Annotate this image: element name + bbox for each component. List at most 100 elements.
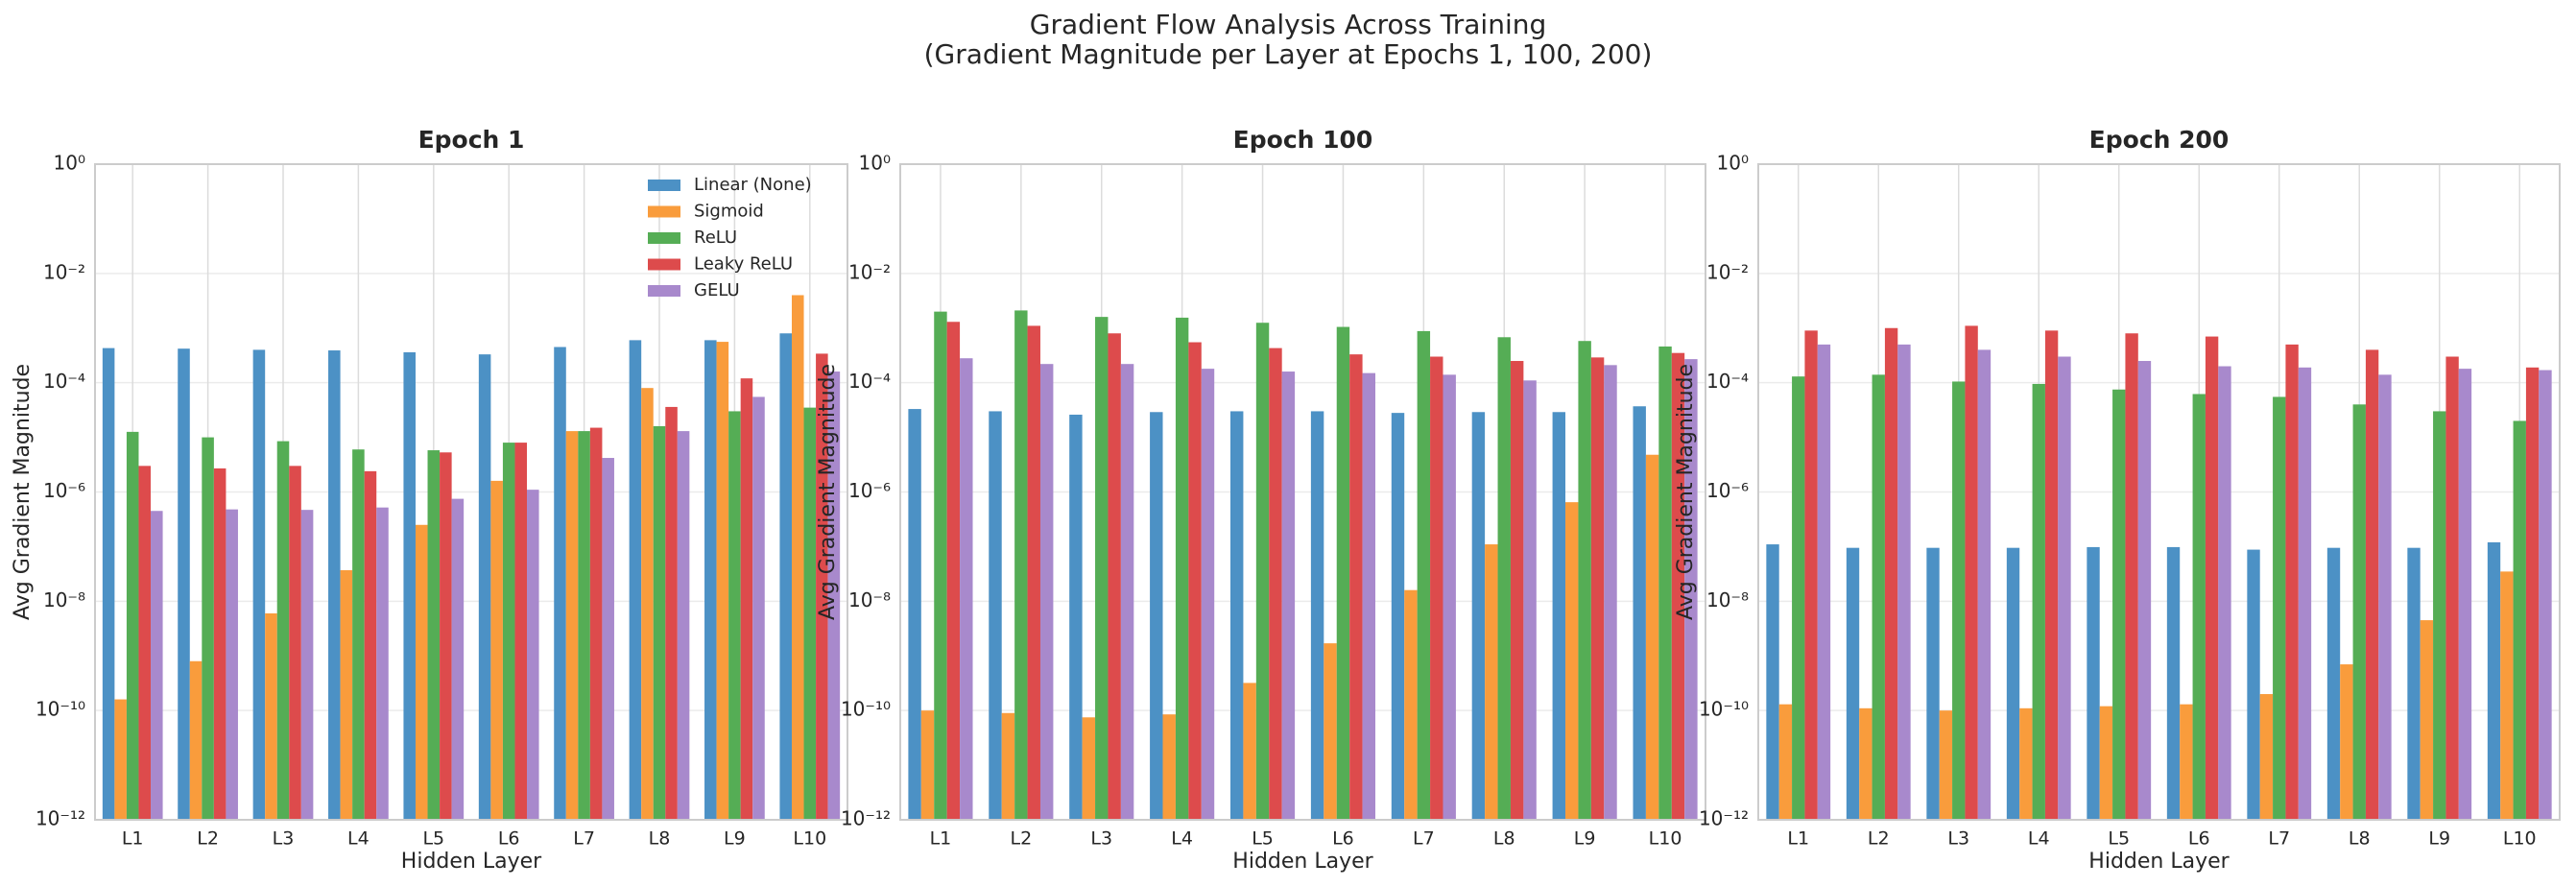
bar bbox=[289, 466, 301, 820]
x-tick-label: L9 bbox=[1574, 828, 1596, 850]
bar bbox=[752, 396, 765, 820]
y-tick-label: 10⁻⁶ bbox=[1706, 479, 1749, 502]
bar bbox=[352, 449, 365, 820]
x-tick-label: L6 bbox=[2188, 828, 2210, 850]
bar bbox=[1952, 381, 1966, 820]
x-tick-label: L9 bbox=[2428, 828, 2450, 850]
x-tick-label: L2 bbox=[1011, 828, 1033, 850]
bar bbox=[1590, 357, 1605, 820]
bar bbox=[2032, 383, 2045, 820]
legend-label: ReLU bbox=[694, 228, 737, 248]
x-tick-label: L4 bbox=[2028, 828, 2050, 850]
bar bbox=[478, 354, 491, 820]
bar bbox=[1069, 414, 1083, 820]
bar bbox=[602, 458, 614, 820]
bar bbox=[1578, 341, 1591, 820]
bar bbox=[202, 437, 214, 820]
bar bbox=[803, 407, 817, 820]
bar bbox=[1766, 544, 1779, 820]
x-tick-label: L3 bbox=[1947, 828, 1969, 850]
bar bbox=[2125, 333, 2138, 820]
bar bbox=[427, 450, 441, 820]
figure-subtitle: (Gradient Magnitude per Layer at Epochs … bbox=[924, 38, 1653, 70]
y-tick-label: 10⁻¹² bbox=[841, 807, 891, 830]
bar bbox=[2378, 374, 2392, 820]
bar bbox=[328, 350, 341, 820]
axes-frame bbox=[899, 163, 1706, 821]
legend: Linear (None) Sigmoid ReLU Leaky ReLU GELU bbox=[648, 175, 812, 300]
x-axis-label: Hidden Layer bbox=[401, 850, 542, 874]
bar bbox=[989, 411, 1002, 820]
bar bbox=[1884, 327, 1898, 820]
legend-label: GELU bbox=[694, 280, 740, 300]
bar bbox=[364, 470, 377, 820]
bar bbox=[1201, 369, 1215, 820]
bar bbox=[490, 480, 503, 820]
y-tick-label: 10⁻¹⁰ bbox=[841, 698, 891, 721]
bar bbox=[1671, 352, 1685, 820]
y-tick-label: 10⁻⁸ bbox=[848, 588, 891, 611]
subplot-title: Epoch 1 bbox=[418, 126, 525, 154]
bar bbox=[2407, 547, 2421, 820]
bar bbox=[1926, 547, 1940, 820]
bar bbox=[300, 510, 314, 820]
x-tick-label: L6 bbox=[1332, 828, 1354, 850]
bar bbox=[1792, 376, 1805, 820]
x-tick-label: L7 bbox=[573, 828, 595, 850]
bar bbox=[2340, 664, 2353, 820]
bar bbox=[1604, 365, 1617, 820]
bar bbox=[1684, 359, 1698, 820]
bar bbox=[178, 348, 190, 820]
bar bbox=[1027, 325, 1040, 821]
x-tick-label: L10 bbox=[2503, 828, 2537, 850]
bar bbox=[502, 443, 515, 820]
bar bbox=[2273, 396, 2286, 820]
y-tick-label: 10⁻⁴ bbox=[1706, 370, 1749, 393]
bar bbox=[1095, 317, 1109, 820]
bar bbox=[2087, 546, 2100, 820]
bar bbox=[2525, 367, 2540, 820]
y-tick-label: 10⁻⁴ bbox=[848, 370, 891, 393]
bar bbox=[403, 352, 416, 820]
bar bbox=[827, 372, 841, 820]
x-tick-label: L1 bbox=[1787, 828, 1809, 850]
x-tick-label: L2 bbox=[1868, 828, 1890, 850]
bar bbox=[1001, 712, 1015, 820]
bar bbox=[1430, 356, 1443, 820]
bar bbox=[2247, 549, 2260, 820]
bar bbox=[2044, 330, 2059, 820]
bar bbox=[1497, 337, 1511, 820]
bar bbox=[2500, 571, 2514, 820]
bar bbox=[1817, 344, 1831, 820]
x-tick-label: L10 bbox=[1649, 828, 1682, 850]
bar bbox=[1162, 714, 1176, 820]
y-tick-label: 10⁻⁴ bbox=[43, 370, 85, 393]
bar bbox=[1014, 310, 1028, 820]
y-axis-label: Avg Gradient Magnitude bbox=[816, 364, 840, 620]
bar bbox=[2112, 389, 2126, 820]
bar bbox=[138, 466, 152, 820]
x-tick-label: L3 bbox=[273, 828, 295, 850]
bar bbox=[2433, 411, 2446, 820]
x-tick-label: L4 bbox=[347, 828, 370, 850]
bar bbox=[2192, 394, 2206, 820]
bar bbox=[1349, 354, 1363, 820]
bar bbox=[2458, 369, 2472, 820]
bar bbox=[740, 378, 753, 820]
bar bbox=[1633, 406, 1646, 820]
bar bbox=[189, 660, 203, 820]
bar bbox=[716, 342, 729, 820]
bar bbox=[265, 612, 277, 820]
bar bbox=[2019, 707, 2033, 820]
bar bbox=[1188, 342, 1202, 820]
legend-swatch bbox=[648, 232, 680, 244]
x-axis-label: Hidden Layer bbox=[2088, 850, 2230, 874]
bar bbox=[908, 409, 921, 820]
subplot-title: Epoch 100 bbox=[1233, 126, 1373, 154]
bar bbox=[1565, 502, 1579, 820]
x-tick-label: L3 bbox=[1090, 828, 1112, 850]
bar bbox=[791, 295, 804, 820]
bar bbox=[2259, 694, 2274, 820]
bar bbox=[728, 411, 741, 820]
bar bbox=[1391, 413, 1405, 820]
